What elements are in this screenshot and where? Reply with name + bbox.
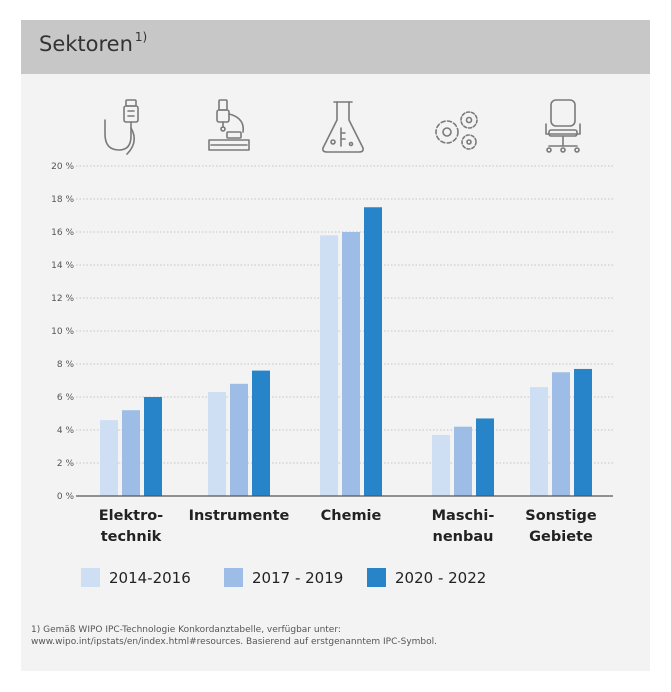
footnote: 1) Gemäß WIPO IPC-Technologie Konkordanz… — [31, 624, 641, 648]
y-tick-label: 0 % — [57, 492, 75, 502]
x-tick-label: Maschi- — [432, 508, 495, 524]
flask-icon — [323, 102, 363, 152]
y-tick-label: 14 % — [51, 261, 74, 271]
x-tick-label: Instrumente — [189, 508, 290, 524]
x-tick-label: Gebiete — [529, 529, 593, 545]
y-tick-label: 16 % — [51, 228, 74, 238]
y-tick-label: 6 % — [57, 393, 75, 403]
bar — [476, 418, 494, 496]
x-tick-label: Sonstige — [525, 508, 597, 524]
footnote-line-1: 1) Gemäß WIPO IPC-Technologie Konkordanz… — [31, 624, 641, 636]
y-tick-label: 8 % — [57, 360, 75, 370]
bar — [432, 435, 450, 496]
bar — [364, 207, 382, 496]
y-tick-label: 2 % — [57, 459, 75, 469]
legend-swatch — [367, 568, 386, 587]
bar — [122, 410, 140, 496]
legend-swatch — [224, 568, 243, 587]
office-chair-icon — [546, 100, 580, 152]
bar — [144, 397, 162, 496]
legend-label: 2017 - 2019 — [252, 567, 343, 589]
gears-icon — [436, 112, 477, 149]
bar — [530, 387, 548, 496]
bar — [100, 420, 118, 496]
legend-label: 2020 - 2022 — [395, 567, 486, 589]
x-axis-labels: Elektro-technik Instrumente Chemie Maschi-n… — [99, 508, 597, 545]
bar — [252, 371, 270, 496]
chart-panel: Sektoren1) — [21, 20, 650, 671]
y-tick-label: 4 % — [57, 426, 75, 436]
bar — [454, 427, 472, 496]
x-tick-label: technik — [101, 529, 162, 545]
sector-icons — [105, 100, 580, 154]
x-tick-label: nenbau — [433, 529, 494, 545]
legend-label: 2014-2016 — [109, 567, 191, 589]
bar — [208, 392, 226, 496]
usb-plug-icon — [105, 100, 138, 154]
bars — [100, 207, 592, 496]
y-tick-label: 10 % — [51, 327, 74, 337]
y-tick-label: 12 % — [51, 294, 74, 304]
x-tick-label: Elektro- — [99, 508, 163, 524]
bar — [230, 384, 248, 496]
bar — [574, 369, 592, 496]
footnote-line-2: www.wipo.int/ipstats/en/index.html#resou… — [31, 636, 641, 648]
microscope-icon — [209, 100, 249, 150]
legend-swatch — [81, 568, 100, 587]
bar — [342, 232, 360, 496]
y-tick-label: 20 % — [51, 162, 74, 172]
x-tick-label: Chemie — [321, 508, 382, 524]
y-tick-label: 18 % — [51, 195, 74, 205]
y-axis-ticks: 0 % 2 % 4 % 6 % 8 % 10 % 12 % 14 % 16 % 18 % 20 % — [51, 162, 74, 502]
bar — [552, 372, 570, 496]
bar — [320, 235, 338, 496]
bar-chart: 0 %2 %4 %6 %8 %10 %12 %14 %16 %18 %20 % … — [21, 20, 650, 560]
